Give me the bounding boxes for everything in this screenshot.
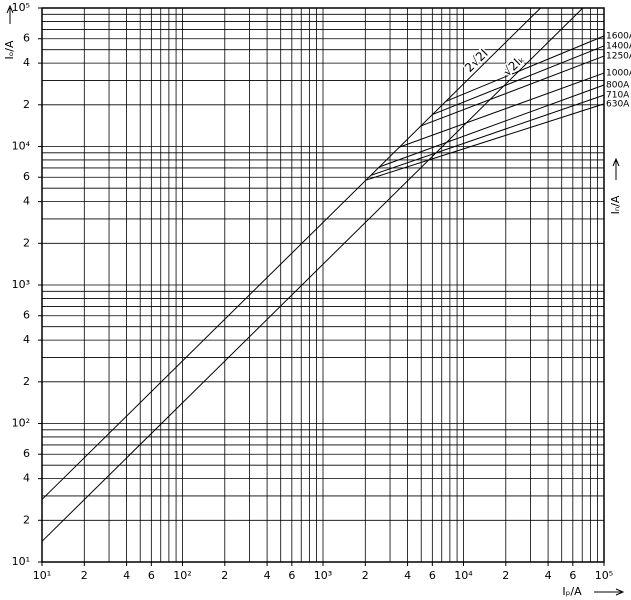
series-line	[370, 94, 605, 176]
y-tick-label: 10⁵	[12, 1, 30, 14]
x-arrow-head	[615, 588, 625, 596]
series-line	[399, 72, 605, 148]
x-tick-label: 4	[264, 569, 271, 582]
x-tick-label: 6	[569, 569, 576, 582]
y-tick-label: 4	[23, 333, 30, 346]
x-tick-label: 10⁵	[595, 569, 613, 582]
y-tick-label: 10⁴	[12, 140, 31, 153]
x-tick-label: 4	[545, 569, 552, 582]
y-arrow-head	[6, 4, 14, 14]
x-tick-label: 2	[81, 569, 88, 582]
series-line	[378, 84, 605, 168]
x-tick-label: 4	[123, 569, 130, 582]
y2-arrow-head	[612, 157, 620, 167]
series-line	[445, 35, 605, 102]
x-tick-label: 10³	[314, 569, 332, 582]
series-line	[41, 7, 541, 500]
x-axis-label: Iₚ/A	[562, 585, 582, 598]
y2-axis-label: Iₙ/A	[609, 195, 622, 214]
y-tick-label: 6	[23, 309, 30, 322]
y-tick-label: 2	[23, 98, 30, 111]
x-tick-label: 2	[362, 569, 369, 582]
y-tick-label: 6	[23, 170, 30, 183]
x-tick-label: 4	[404, 569, 411, 582]
y-tick-label: 4	[23, 56, 30, 69]
series-label: 1600A	[606, 31, 631, 41]
y-tick-label: 2	[23, 513, 30, 526]
series-line	[365, 103, 605, 181]
series-label: 630A	[606, 99, 630, 109]
series-label: 1250A	[606, 52, 631, 62]
y-axis-label: Iₒ/A	[3, 40, 16, 59]
series-label: 1400A	[606, 41, 631, 51]
y-tick-label: 2	[23, 375, 30, 388]
y-tick-label: 10¹	[12, 555, 30, 568]
grid	[38, 7, 605, 566]
x-tick-label: 6	[148, 569, 155, 582]
series-label: 1000A	[606, 69, 631, 79]
x-tick-label: 6	[288, 569, 295, 582]
x-tick-label: 2	[502, 569, 509, 582]
series-line	[421, 55, 605, 127]
y-tick-label: 10²	[12, 417, 30, 430]
series-line	[432, 45, 605, 116]
y-tick-label: 10³	[12, 278, 30, 291]
y-tick-label: 6	[23, 447, 30, 460]
y-tick-label: 4	[23, 472, 30, 485]
y-tick-label: 2	[23, 236, 30, 249]
y-tick-label: 4	[23, 195, 30, 208]
series-line	[41, 7, 584, 542]
x-tick-label: 2	[221, 569, 228, 582]
series-label: 710A	[606, 91, 630, 101]
x-tick-label: 10⁴	[454, 569, 473, 582]
x-tick-label: 10¹	[33, 569, 51, 582]
y-tick-label: 6	[23, 32, 30, 45]
x-tick-label: 6	[429, 569, 436, 582]
x-tick-label: 10²	[173, 569, 191, 582]
series-label: 800A	[606, 80, 630, 90]
curves	[41, 7, 605, 542]
